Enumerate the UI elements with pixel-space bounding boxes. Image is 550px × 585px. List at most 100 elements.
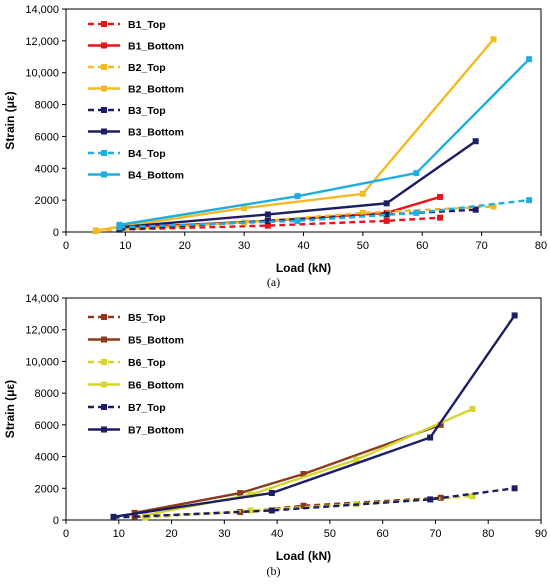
x-tick-label: 80 — [482, 528, 494, 540]
series-b4-bottom — [116, 56, 533, 228]
x-tick-label: 50 — [357, 240, 369, 252]
legend-item: B5_Bottom — [88, 335, 184, 347]
legend-marker — [101, 381, 107, 388]
data-point — [116, 221, 123, 228]
x-tick-label: 60 — [377, 528, 389, 540]
data-point — [511, 312, 518, 319]
legend-marker — [101, 336, 107, 343]
data-point — [268, 490, 275, 497]
legend-marker — [101, 171, 107, 178]
y-axis-title: Strain (με) — [3, 380, 17, 438]
x-tick-label: 20 — [179, 240, 191, 252]
data-point — [92, 227, 99, 234]
plot-area — [65, 297, 542, 521]
series-line — [113, 314, 516, 519]
legend-item: B6_Top — [88, 357, 166, 369]
y-tick-label: 10,000 — [25, 68, 59, 80]
legend-label: B7_Top — [128, 402, 166, 414]
legend-item: B3_Bottom — [88, 127, 184, 139]
chart-b: 0 2000 4000 6000 8000 10,000 12,000 14,000 0 10 20… — [3, 293, 547, 578]
y-tick-label: 12,000 — [25, 325, 59, 337]
x-tick-label: 40 — [297, 240, 309, 252]
legend-label: B5_Top — [128, 312, 166, 324]
data-point — [413, 170, 420, 177]
legend-marker — [101, 426, 107, 433]
legend-item: B6_Bottom — [88, 380, 184, 392]
data-point — [300, 471, 307, 478]
legend-marker — [101, 404, 107, 410]
data-point — [300, 502, 307, 509]
series-b7-top — [110, 485, 518, 521]
y-tick-label: 8000 — [35, 388, 59, 400]
series-line — [119, 58, 530, 227]
data-point — [294, 217, 301, 224]
x-tick-label: 30 — [218, 528, 230, 540]
legend-item: B3_Top — [88, 105, 166, 117]
data-point — [526, 197, 533, 204]
legend-marker — [101, 21, 107, 27]
data-point — [511, 485, 518, 492]
data-point — [237, 490, 244, 497]
data-point — [264, 217, 271, 224]
series-line — [119, 216, 441, 231]
y-tick-label: 12,000 — [25, 36, 59, 48]
legend-label: B1_Bottom — [128, 41, 184, 53]
legend-item: B2_Bottom — [88, 84, 184, 96]
legend-item: B5_Top — [88, 312, 166, 324]
chart-a: 0 2000 4000 6000 8000 10,000 12,000 14,000 0 10 20… — [3, 4, 547, 289]
data-point — [469, 493, 476, 500]
legend-marker — [101, 128, 107, 135]
data-point — [110, 513, 117, 520]
data-point — [359, 190, 366, 197]
data-point — [413, 209, 420, 216]
y-tick-label: 6000 — [35, 131, 59, 143]
data-point — [437, 421, 444, 428]
data-point — [268, 507, 275, 514]
data-point — [490, 203, 497, 210]
data-point — [437, 494, 444, 501]
y-tick-label: 8000 — [35, 100, 59, 112]
series-line — [119, 140, 477, 229]
data-point — [353, 456, 360, 463]
legend-label: B5_Bottom — [128, 335, 184, 347]
y-tick-label: 14,000 — [25, 293, 59, 305]
legend-label: B3_Top — [128, 105, 166, 117]
legend-item: B1_Top — [88, 19, 166, 31]
data-point — [264, 222, 271, 229]
legend-marker — [101, 42, 107, 49]
legend-marker — [101, 85, 107, 92]
data-point — [472, 206, 479, 213]
data-point — [469, 406, 476, 412]
legend-label: B3_Bottom — [128, 127, 184, 139]
x-tick-label: 30 — [238, 240, 250, 252]
x-tick-label: 80 — [535, 240, 547, 252]
series-line — [134, 423, 442, 515]
x-tick-label: 40 — [271, 528, 283, 540]
data-point — [472, 138, 479, 145]
x-axis-title: Load (kN) — [276, 549, 331, 563]
data-point — [264, 211, 271, 218]
data-point — [427, 434, 434, 441]
y-tick-label: 0 — [53, 515, 59, 527]
figure-caption: (b) — [267, 564, 281, 578]
data-point — [359, 209, 366, 216]
data-point — [437, 193, 444, 200]
data-point — [241, 205, 248, 212]
legend-label: B7_Bottom — [128, 425, 184, 437]
y-tick-label: 6000 — [35, 420, 59, 432]
y-tick-label: 10,000 — [25, 356, 59, 368]
legend-label: B6_Bottom — [128, 380, 184, 392]
x-tick-label: 20 — [165, 528, 177, 540]
legend-item: B7_Bottom — [88, 425, 184, 437]
series-line — [113, 487, 515, 519]
legend-marker — [101, 314, 107, 320]
legend-item: B1_Bottom — [88, 41, 184, 53]
legend-item: B2_Top — [88, 62, 166, 74]
y-tick-label: 2000 — [35, 195, 59, 207]
legend-item: B4_Top — [88, 148, 166, 160]
legend-label: B4_Top — [128, 148, 166, 160]
legend-label: B2_Bottom — [128, 84, 184, 96]
y-tick-label: 14,000 — [25, 4, 59, 16]
data-point — [383, 200, 390, 207]
data-point — [247, 507, 254, 514]
